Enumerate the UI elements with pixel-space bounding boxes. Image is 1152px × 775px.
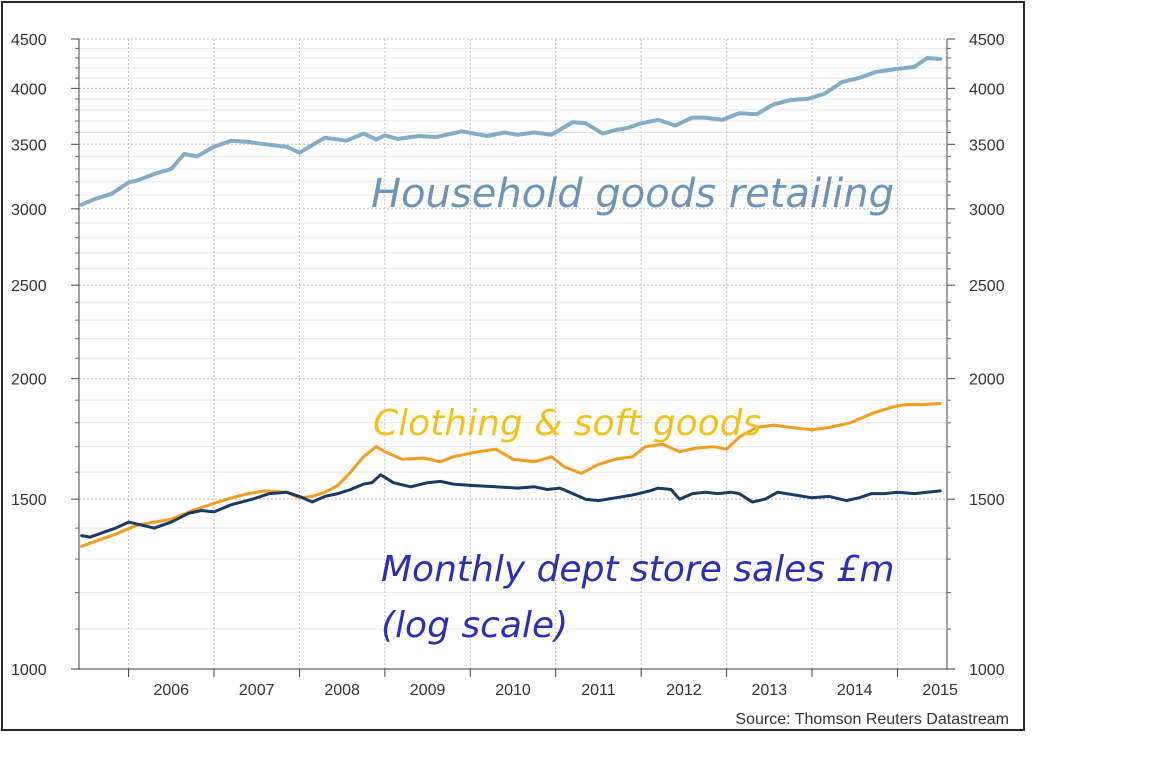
y-tick-label: 1000: [11, 662, 47, 679]
y-tick-label-right: 1000: [969, 662, 1005, 679]
series-lines: [79, 56, 943, 548]
clothing-annotation: Clothing & soft goods: [373, 403, 761, 444]
y-tick-label: 4500: [11, 32, 47, 49]
monthly-annotation-line2: (log scale): [381, 605, 568, 646]
series-line-dept_store: [80, 473, 942, 539]
series-line-household: [79, 56, 943, 207]
source-note: Source: Thomson Reuters Datastream: [735, 711, 1009, 728]
x-axis-ticks: 2006 2007 2008 2009 2010 2011 2012 2013 2014 2015: [128, 669, 958, 699]
y-tick-label: 3500: [11, 137, 47, 154]
monthly-annotation-line1: Monthly dept store sales £m: [381, 549, 894, 590]
x-tick-label: 2011: [581, 682, 616, 699]
x-tick-label: 2012: [666, 682, 702, 699]
x-tick-label: 2015: [922, 682, 958, 699]
x-tick-label: 2014: [837, 682, 873, 699]
y-axis-left-ticks: 4500 4000 3500 3000 2500 2000 1500 1000: [11, 32, 79, 679]
y-tick-label-right: 2500: [969, 278, 1005, 295]
x-tick-label: 2008: [324, 682, 360, 699]
x-tick-label: 2007: [239, 682, 275, 699]
y-tick-label-right: 2000: [969, 372, 1005, 389]
y-tick-label: 2500: [11, 278, 47, 295]
line-chart: 4500 4000 3500 3000 2500 2000 1500 1000 4500 400…: [11, 32, 1009, 728]
household-annotation: Household goods retailing: [371, 171, 894, 217]
y-tick-label-right: 4500: [969, 32, 1005, 49]
y-tick-label: 4000: [11, 81, 47, 98]
y-tick-label: 3000: [11, 202, 47, 219]
y-axis-right-ticks: 4500 4000 3500 3000 2500 2000 1500 1000: [947, 32, 1005, 679]
y-tick-label: 1500: [11, 492, 47, 509]
y-tick-label: 2000: [11, 372, 47, 389]
y-tick-label-right: 4000: [969, 81, 1005, 98]
y-tick-label-right: 3500: [969, 137, 1005, 154]
x-tick-label: 2010: [495, 682, 531, 699]
x-tick-label: 2009: [410, 682, 446, 699]
grid: [79, 38, 947, 670]
x-tick-label: 2013: [752, 682, 788, 699]
chart-frame: 4500 4000 3500 3000 2500 2000 1500 1000 4500 400…: [1, 1, 1025, 731]
x-tick-label: 2006: [153, 682, 189, 699]
series-line-clothing: [80, 402, 942, 548]
y-tick-label-right: 1500: [969, 492, 1005, 509]
y-tick-label-right: 3000: [969, 202, 1005, 219]
